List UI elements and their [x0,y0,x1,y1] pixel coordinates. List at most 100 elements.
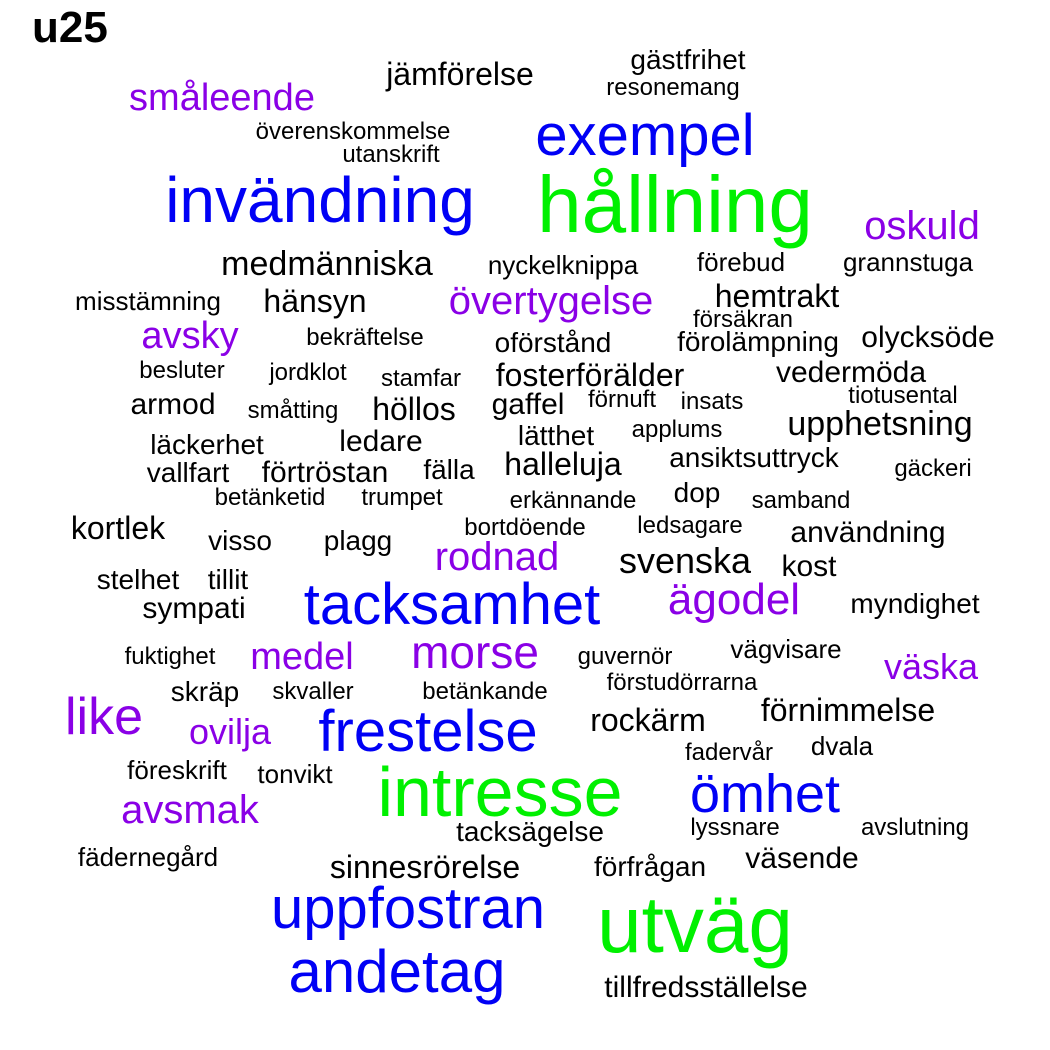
word-cloud-word: förolämpning [677,326,839,357]
word-cloud-word: utanskrift [342,141,440,168]
word-cloud-word: förtröstan [261,456,389,489]
word-cloud-word: ovilja [188,711,272,752]
word-cloud-word: ledsagare [637,512,743,539]
word-cloud-word: stamfar [380,365,462,392]
word-cloud-word: avsky [141,315,239,357]
word-cloud-word: jämförelse [386,56,534,92]
word-cloud-word: skräp [170,676,240,707]
word-cloud-word: småleende [129,77,315,119]
word-cloud-word: plagg [323,525,393,556]
word-cloud-word: insats [680,388,744,415]
word-cloud-word: ömhet [689,764,841,824]
word-cloud-word: jordklot [269,359,347,386]
word-cloud-word: bortdöende [464,514,586,541]
word-cloud-word: betänketid [214,484,326,511]
word-cloud-word: guvernör [577,643,673,670]
word-cloud-word: olycksöde [861,321,995,354]
word-cloud-word: vägvisare [730,634,842,664]
word-cloud-word: hänsyn [263,283,367,319]
word-cloud-word: visso [208,525,272,556]
word-cloud-word: avslutning [860,814,970,841]
word-cloud-word: förstudörrarna [606,669,758,696]
word-cloud-word: fadervår [684,739,774,766]
word-cloud-word: lätthet [517,420,595,451]
word-cloud-word: försäkran [692,306,794,333]
word-cloud-word: invändning [165,164,475,236]
word-cloud-word: förnuft [587,386,657,413]
word-cloud-word: vallfart [146,457,230,488]
word-cloud-word: misstämning [75,286,221,316]
word-cloud-word: betänkande [422,678,548,705]
word-cloud-word: uppfostran [270,876,546,941]
word-cloud-word: exempel [535,103,755,168]
word-cloud-word: besluter [139,357,225,384]
word-cloud-word: vedermöda [775,356,927,389]
word-cloud-word: hållning [537,160,813,249]
word-cloud-word: grannstuga [842,247,974,277]
word-cloud-word: erkännande [509,487,637,514]
word-cloud-word: gästfrihet [630,44,746,75]
word-cloud-word: sinnesrörelse [329,849,521,885]
word-cloud-word: oförstånd [494,327,612,358]
word-cloud-word: intresse [377,753,623,831]
word-cloud-word: like [64,688,144,746]
word-cloud-word: medel [250,636,354,678]
word-cloud-word: fälla [423,454,475,485]
word-cloud-word: fuktighet [124,643,216,670]
word-cloud-word: svenska [618,540,752,581]
word-cloud-word: oskuld [864,204,980,248]
word-cloud-word: lyssnare [690,814,780,841]
word-cloud-word: höllos [372,391,456,427]
word-cloud-word: gaffel [491,388,565,421]
word-cloud-word: trumpet [361,484,443,511]
word-cloud-word: rockärm [590,702,706,738]
word-cloud-word: armod [130,388,216,421]
word-cloud-word: frestelse [318,699,538,764]
word-cloud-word: medmänniska [221,245,433,283]
word-cloud-word: läckerhet [150,429,264,460]
word-cloud-word: förfrågan [593,851,707,882]
word-cloud-word: tacksägelse [456,816,604,847]
word-cloud-word: nyckelknippa [487,250,639,280]
word-cloud-word: förebud [696,247,786,277]
word-cloud-word: tacksamhet [303,572,601,637]
word-cloud-word: ansiktsuttryck [669,442,839,473]
word-cloud-word: tillfredsställelse [604,971,808,1004]
word-cloud-word: hemtrakt [714,278,840,314]
word-cloud-word: rodnad [434,535,560,579]
word-cloud-word: andetag [288,938,506,1005]
word-cloud-word: kortlek [70,510,166,546]
word-cloud-word: samband [751,487,851,514]
word-cloud-word: fosterförälder [495,357,685,393]
word-cloud-word: resonemang [606,74,740,101]
word-cloud-word: morse [411,626,539,678]
word-cloud-word: sympati [142,592,246,625]
word-cloud-word: tonvikt [257,759,333,789]
word-cloud-word: halleluja [504,446,622,482]
word-cloud-word: övertygelse [448,279,654,323]
word-cloud-word: förnimmelse [760,692,936,728]
cloud-title: u25 [32,3,108,52]
word-cloud-word: föreskrift [127,755,227,785]
word-cloud-word: tiotusental [848,382,958,409]
word-cloud-word: avsmak [121,788,259,832]
word-cloud-word: applums [631,416,723,443]
word-cloud-word: tillit [207,564,249,595]
word-cloud-word: kost [781,550,837,583]
word-cloud-word: skvaller [272,678,354,705]
word-cloud-word: väsende [745,842,859,875]
word-cloud-word: myndighet [850,588,980,619]
word-cloud-word: bekräftelse [306,324,424,351]
word-cloud-word: användning [790,516,946,549]
word-cloud-word: småtting [247,397,339,424]
word-cloud-word: utväg [597,880,793,969]
word-cloud-word: ägodel [667,575,801,624]
word-cloud-word: fädernegård [77,842,219,872]
word-cloud-word: väska [883,646,979,687]
word-cloud-word: gäckeri [894,455,972,482]
word-cloud-word: överenskommelse [255,118,451,145]
word-cloud-word: stelhet [96,564,180,595]
word-cloud-word: dop [673,477,721,508]
word-cloud-word: upphetsning [787,405,973,443]
